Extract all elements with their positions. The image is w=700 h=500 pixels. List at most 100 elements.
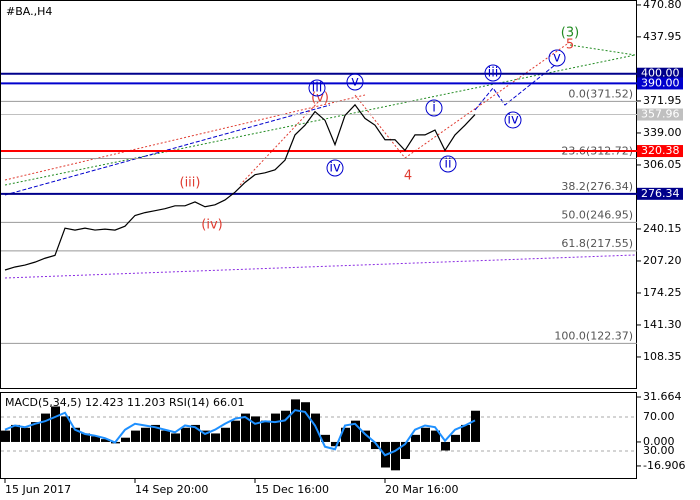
macd-bar bbox=[41, 413, 50, 442]
trend-line bbox=[4, 54, 636, 186]
wave-circle bbox=[326, 159, 344, 177]
macd-bar bbox=[21, 427, 30, 442]
trend-line bbox=[4, 254, 636, 279]
y-tick-label: 207.20 bbox=[643, 254, 682, 267]
wave-circle bbox=[504, 111, 522, 129]
macd-bar bbox=[71, 427, 80, 442]
macd-bar bbox=[11, 424, 20, 442]
y2-tick-label: 70.00 bbox=[643, 410, 675, 423]
macd-bar bbox=[261, 420, 270, 442]
y2-tick-label: 30.00 bbox=[643, 444, 675, 457]
macd-bar bbox=[1, 430, 10, 442]
level-box bbox=[637, 108, 683, 121]
wave-label: v bbox=[351, 75, 359, 90]
level-box bbox=[637, 187, 683, 200]
wave-line bbox=[239, 99, 321, 186]
wave-circle bbox=[484, 64, 502, 82]
macd-bar bbox=[361, 430, 370, 442]
macd-bar bbox=[371, 441, 380, 450]
level-box bbox=[637, 67, 683, 80]
fib-label: 50.0(246.95) bbox=[561, 208, 633, 221]
trend-line bbox=[4, 94, 366, 181]
macd-bar bbox=[411, 434, 420, 442]
y-tick-label: -16.906 bbox=[643, 459, 685, 472]
level-label: 400.00 bbox=[641, 67, 680, 80]
macd-bar bbox=[451, 434, 460, 442]
fib-label: 100.0(122.37) bbox=[554, 329, 633, 342]
wave-label: 4 bbox=[404, 169, 412, 184]
macd-bar bbox=[281, 410, 290, 442]
x-tick-label: 20 Mar 16:00 bbox=[385, 483, 458, 496]
fib-label: 38.2(276.34) bbox=[561, 180, 633, 193]
macd-bar bbox=[441, 441, 450, 451]
macd-bar bbox=[51, 406, 60, 442]
macd-bar bbox=[331, 441, 340, 447]
y-tick-label: 437.95 bbox=[643, 30, 682, 43]
wave-label: iii bbox=[488, 66, 499, 81]
level-box bbox=[637, 77, 683, 90]
wave-label: ii bbox=[444, 157, 451, 172]
wave-circle bbox=[308, 79, 326, 97]
sub-frame bbox=[0, 392, 637, 479]
macd-bar bbox=[241, 413, 250, 442]
wave-line bbox=[404, 41, 571, 159]
macd-bar bbox=[151, 424, 160, 442]
macd-bar bbox=[341, 427, 350, 442]
macd-bar bbox=[271, 413, 280, 442]
level-label: 357.96 bbox=[641, 108, 680, 121]
macd-bar bbox=[161, 430, 170, 442]
macd-bar bbox=[251, 416, 260, 442]
macd-bar bbox=[401, 441, 410, 459]
wave-label: (iv) bbox=[201, 218, 222, 233]
macd-bar bbox=[61, 416, 70, 442]
wave-label: iv bbox=[329, 161, 341, 176]
macd-bar bbox=[471, 410, 480, 442]
x-tick-label: 15 Dec 16:00 bbox=[255, 483, 329, 496]
wave-label: i bbox=[432, 101, 436, 116]
y-tick-label: 141.30 bbox=[643, 318, 682, 331]
x-tick-label: 14 Sep 20:00 bbox=[135, 483, 208, 496]
macd-bar bbox=[201, 430, 210, 442]
macd-bar bbox=[131, 430, 140, 442]
macd-bar bbox=[221, 427, 230, 442]
level-box bbox=[637, 145, 683, 158]
y-tick-label: 339.00 bbox=[643, 126, 682, 139]
trend-line bbox=[569, 44, 636, 56]
y-tick-label: 470.80 bbox=[643, 0, 682, 11]
wave-circle bbox=[548, 49, 566, 67]
wave-circle bbox=[439, 155, 457, 173]
macd-bar bbox=[181, 427, 190, 442]
macd-bar bbox=[31, 422, 40, 442]
wave-label: iv bbox=[507, 113, 519, 128]
y-tick-label: 371.95 bbox=[643, 94, 682, 107]
y-tick-label: 108.35 bbox=[643, 350, 682, 363]
y-tick-label: 174.25 bbox=[643, 286, 682, 299]
macd-bar bbox=[81, 433, 90, 442]
level-label: 390.00 bbox=[641, 76, 680, 89]
price-line bbox=[4, 103, 476, 271]
wave-label: iii bbox=[312, 81, 323, 96]
macd-bar bbox=[321, 434, 330, 442]
indicator-title: MACD(5,34,5) 12.423 11.203 RSI(14) 66.01 bbox=[5, 396, 244, 409]
macd-bar bbox=[171, 433, 180, 442]
wave-label: (v) bbox=[311, 91, 329, 106]
macd-bar bbox=[231, 420, 240, 442]
wave-line bbox=[474, 64, 556, 111]
macd-bar bbox=[141, 427, 150, 442]
y-tick-label: 306.05 bbox=[643, 158, 682, 171]
wave-line bbox=[354, 94, 406, 159]
y-tick-label: 31.664 bbox=[643, 390, 682, 403]
macd-bar bbox=[431, 430, 440, 442]
wave-label: (iii) bbox=[180, 176, 201, 191]
macd-bar bbox=[191, 424, 200, 442]
macd-bar bbox=[101, 439, 110, 442]
macd-bar bbox=[211, 433, 220, 442]
rsi-line bbox=[4, 409, 476, 457]
macd-bar bbox=[91, 436, 100, 442]
macd-bar bbox=[391, 441, 400, 471]
wave-label: v bbox=[553, 51, 561, 66]
macd-bar bbox=[121, 437, 130, 442]
y-tick-label: 0.000 bbox=[643, 435, 675, 448]
level-label: 320.38 bbox=[641, 144, 680, 157]
